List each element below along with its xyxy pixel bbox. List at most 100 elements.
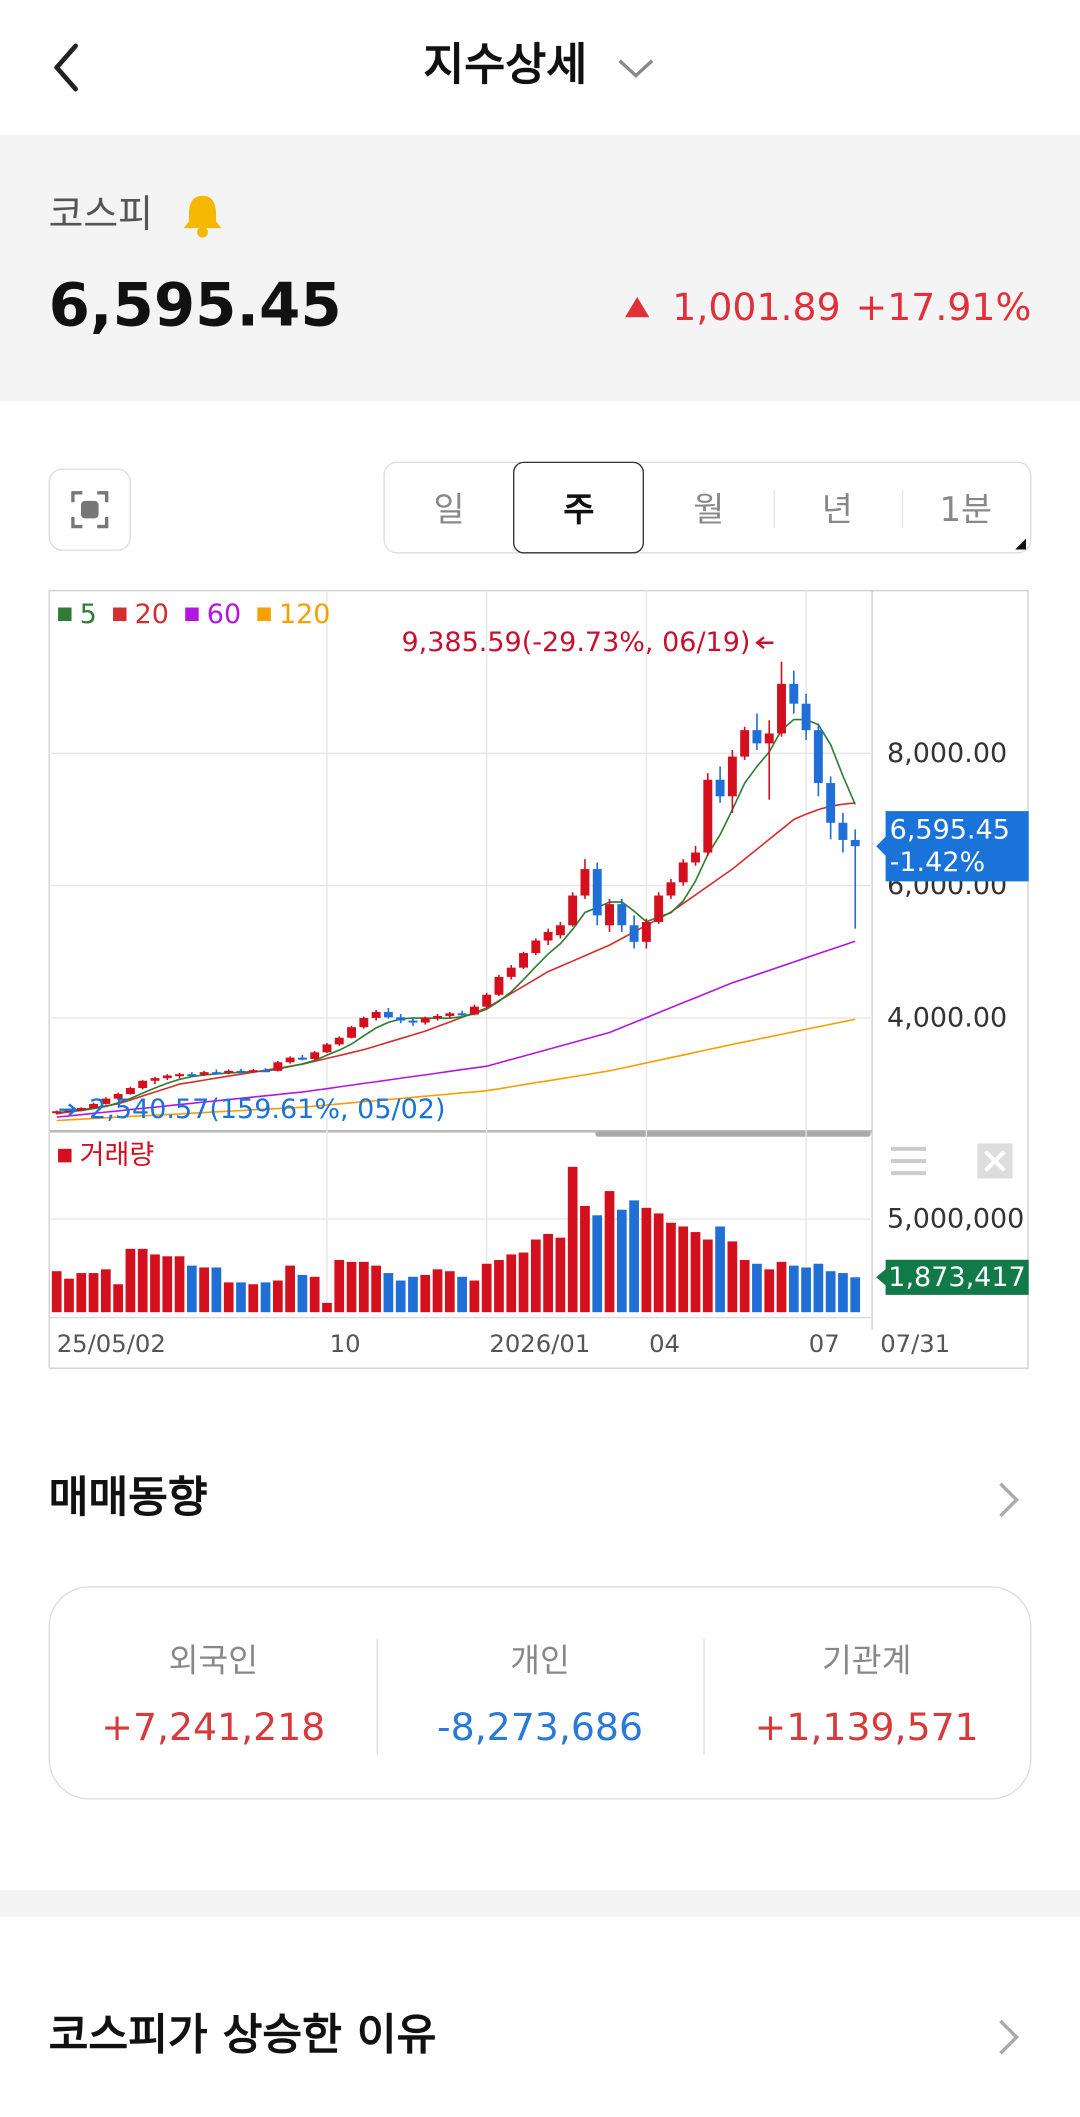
candle-body [297, 1057, 307, 1060]
candle-body [568, 895, 578, 926]
period-tab[interactable]: 1분 [901, 463, 1031, 552]
candle-body [555, 925, 565, 936]
last-price-label: 6,595.45 [890, 815, 1010, 846]
chevron-right[interactable] [994, 2017, 1024, 2058]
candle-body [445, 1013, 455, 1016]
y-tick-label: 8,000.00 [887, 738, 1007, 769]
candle-body [715, 779, 725, 797]
candle-body [187, 1074, 197, 1077]
menu-icon[interactable] [891, 1146, 927, 1176]
candle-body [727, 756, 737, 797]
candle-body [641, 921, 651, 942]
capture-button[interactable] [48, 468, 131, 551]
candle-body [740, 730, 750, 757]
moving-average-line [56, 1018, 856, 1122]
annotation-arrow [59, 1103, 78, 1117]
volume-bar [211, 1267, 222, 1313]
candle-body [89, 1103, 99, 1108]
moving-average-line [56, 718, 856, 1114]
volume-bar [580, 1205, 590, 1313]
volume-bar [76, 1273, 87, 1313]
last-volume-marker [876, 1259, 1029, 1295]
candle-body [199, 1072, 209, 1075]
volume-bar [530, 1239, 541, 1313]
volume-bar [653, 1213, 664, 1313]
volume-bar [788, 1265, 799, 1313]
trading-item: 개인 -8,273,686 [376, 1588, 704, 1799]
volume-bar [739, 1260, 750, 1313]
volume-bar [629, 1200, 639, 1313]
candle-body [162, 1075, 172, 1079]
volume-bar [702, 1239, 713, 1313]
candle-body [125, 1088, 135, 1095]
candle-body [506, 967, 516, 977]
volume-bar [555, 1237, 566, 1313]
candle-body [433, 1015, 442, 1018]
volume-bar [334, 1260, 345, 1313]
last-change-label: -1.42% [890, 847, 986, 878]
investor-label: 외국인 [168, 1641, 259, 1680]
alert-bell[interactable] [178, 190, 227, 239]
candle-body [322, 1044, 332, 1053]
volume-bar [358, 1261, 369, 1313]
legend-swatch [113, 607, 127, 621]
legend-swatch [58, 1148, 72, 1163]
back-button[interactable] [46, 38, 89, 97]
candle-body [261, 1070, 270, 1073]
annotation-arrow [755, 636, 774, 650]
volume-bar [64, 1278, 74, 1313]
candle-body [383, 1011, 393, 1018]
period-tab[interactable]: 월 [693, 490, 725, 530]
candle-body [764, 733, 774, 744]
candle-body [629, 925, 639, 942]
candle-body [850, 839, 860, 847]
dropdown-icon [619, 58, 654, 78]
x-tick-label: 25/05/02 [57, 1329, 166, 1358]
section-title[interactable]: 매매동향 [48, 1471, 208, 1523]
close-icon[interactable] [977, 1143, 1013, 1179]
candle-body [592, 869, 602, 916]
candle-body [310, 1052, 320, 1059]
volume-bar [616, 1209, 627, 1313]
period-tab[interactable]: 일 [433, 490, 465, 530]
candle-body [666, 882, 676, 896]
volume-bar [309, 1276, 320, 1313]
x-tick-label: 04 [649, 1329, 680, 1358]
volume-bar [469, 1280, 480, 1313]
candle-body [101, 1098, 111, 1104]
candle-body [236, 1070, 246, 1073]
volume-bar [408, 1276, 418, 1313]
trading-card: 외국인 +7,241,218 개인 -8,273,686 기관계 +1,139,571 [48, 1586, 1032, 1800]
volume-bar [678, 1226, 689, 1313]
candle-body [826, 783, 836, 823]
period-tab[interactable]: 년 [773, 463, 902, 552]
volume-bar [604, 1191, 615, 1313]
volume-bar [641, 1207, 652, 1313]
section-title[interactable]: 코스피가 상승한 이유 [48, 2008, 437, 2061]
period-tab[interactable]: 주 [513, 461, 645, 554]
volume-bar [174, 1256, 185, 1313]
low-annotation: 2,540.57(159.61%, 05/02) [89, 1094, 445, 1125]
volume-bar [383, 1273, 394, 1313]
capture-icon [71, 491, 109, 529]
volume-bar [137, 1248, 148, 1313]
y-tick-label: 5,000,000 [887, 1204, 1024, 1235]
legend-label: 120 [279, 599, 331, 630]
last-volume-label: 1,873,417 [888, 1262, 1025, 1293]
last-price-marker [876, 811, 1029, 882]
chevron-right[interactable] [994, 1480, 1024, 1521]
volume-bar [567, 1166, 578, 1313]
volume-bar [457, 1276, 467, 1313]
volume-bar [186, 1265, 197, 1313]
candle-body [211, 1072, 221, 1075]
candle-body [457, 1013, 467, 1016]
candle-body [408, 1020, 418, 1023]
page-title[interactable]: 지수상세 [0, 35, 1080, 94]
volume-bar [223, 1282, 234, 1313]
candle-body [801, 703, 811, 731]
net-amount: -8,273,686 [436, 1705, 644, 1750]
candle-body [150, 1078, 160, 1081]
volume-bar [592, 1215, 603, 1313]
